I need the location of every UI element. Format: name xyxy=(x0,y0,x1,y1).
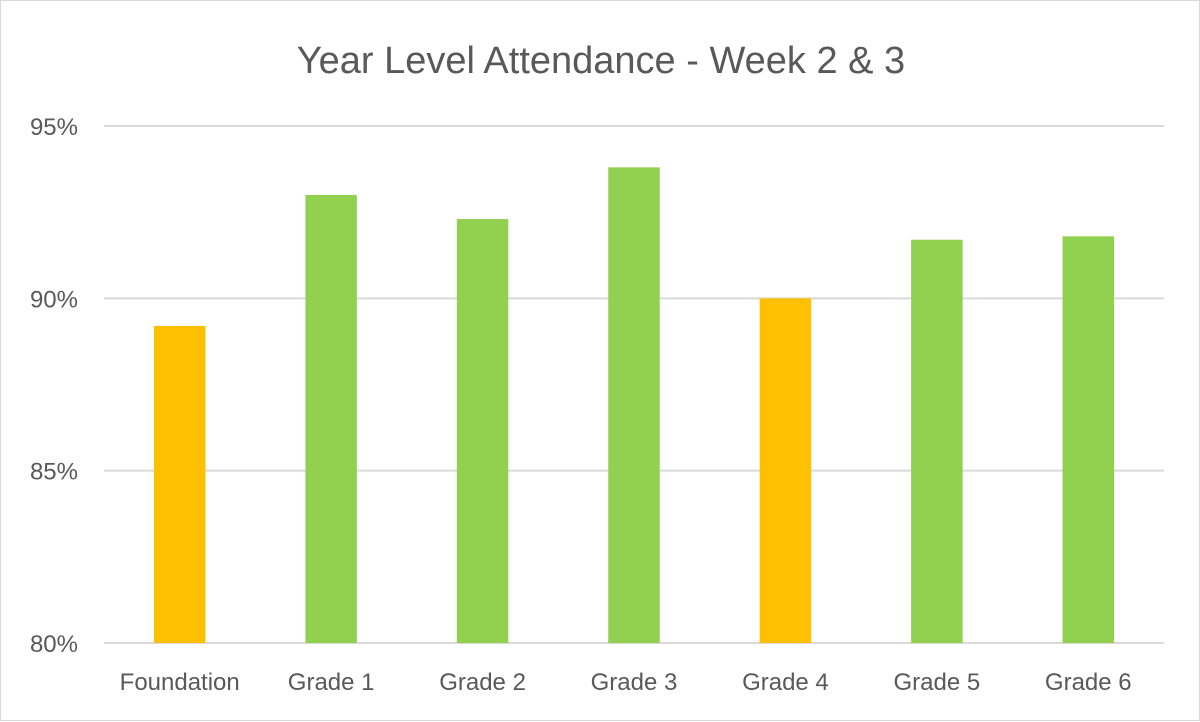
x-axis-tick-labels: Foundation Grade 1 Grade 2 Grade 3 Grade 4 Gr… xyxy=(120,669,1132,696)
bar-grade-6 xyxy=(1062,236,1115,643)
bar-grade-3 xyxy=(608,167,660,644)
y-axis-tick-labels: 80% 85% 90% 95% xyxy=(30,114,78,658)
x-tick-label: Grade 3 xyxy=(591,669,678,696)
x-tick-label: Foundation xyxy=(120,669,240,696)
y-tick-label: 90% xyxy=(30,286,78,313)
bar-grade-2 xyxy=(456,219,509,643)
y-tick-label: 80% xyxy=(30,631,78,658)
x-tick-label: Grade 5 xyxy=(893,669,980,696)
bar-foundation xyxy=(153,325,206,643)
y-tick-label: 85% xyxy=(30,459,78,486)
chart-title: Year Level Attendance - Week 2 & 3 xyxy=(297,40,905,82)
x-tick-label: Grade 1 xyxy=(288,669,375,696)
bar-grade-5 xyxy=(911,239,963,644)
bar-grade-1 xyxy=(305,194,357,643)
bar-grade-4 xyxy=(759,298,812,643)
y-tick-label: 95% xyxy=(30,114,78,141)
x-tick-label: Grade 2 xyxy=(439,669,526,696)
x-tick-label: Grade 4 xyxy=(742,669,829,696)
bars xyxy=(153,167,1115,644)
x-tick-label: Grade 6 xyxy=(1045,669,1132,696)
